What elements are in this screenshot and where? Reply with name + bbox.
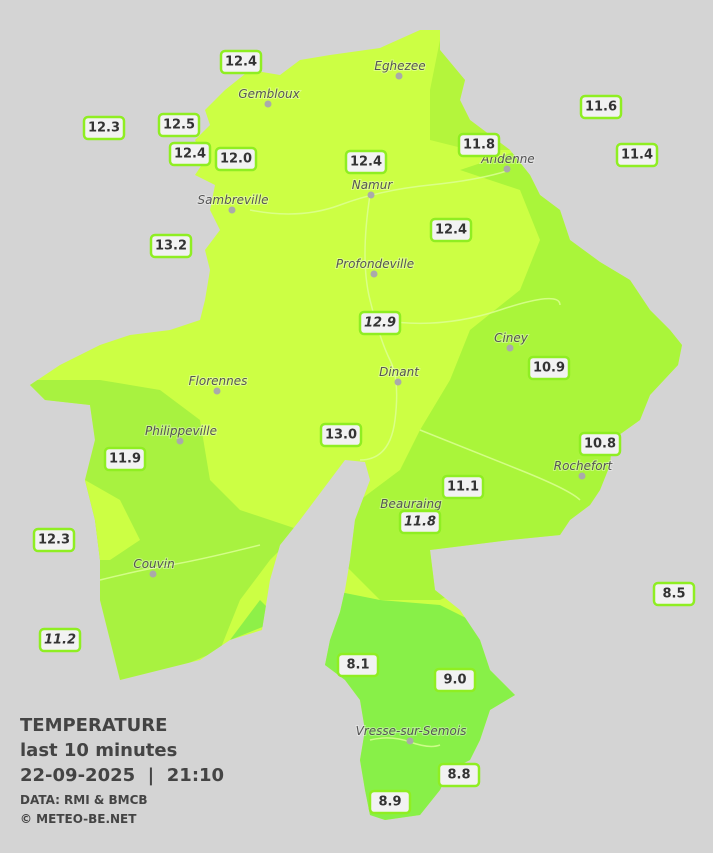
legend-copyright: © METEO-BE.NET bbox=[20, 812, 137, 826]
city-dot bbox=[228, 206, 236, 214]
station-value: 9.0 bbox=[443, 673, 466, 688]
station-value: 12.4 bbox=[174, 147, 206, 162]
station-value: 13.2 bbox=[155, 239, 187, 254]
station-value: 12.3 bbox=[38, 533, 70, 548]
city-dot bbox=[367, 191, 375, 199]
legend-title: TEMPERATURE bbox=[20, 715, 167, 736]
city-layer: EghezeeGemblouxAndenneNamurSambrevillePr… bbox=[132, 58, 615, 745]
station-value: 12.4 bbox=[435, 223, 467, 238]
city-label: Ciney bbox=[494, 331, 529, 345]
station-box bbox=[336, 652, 380, 678]
city-dot bbox=[370, 270, 378, 278]
city-label: Florennes bbox=[189, 374, 248, 388]
legend-period: last 10 minutes bbox=[20, 740, 177, 761]
station-value: 12.0 bbox=[220, 152, 252, 167]
city-label: Eghezee bbox=[374, 59, 425, 73]
city-dot bbox=[394, 378, 402, 386]
station-value: 12.4 bbox=[350, 155, 382, 170]
station-value: 11.2 bbox=[44, 633, 76, 648]
city-dot bbox=[395, 72, 403, 80]
station-value: 12.3 bbox=[88, 121, 120, 136]
station-box bbox=[219, 49, 263, 75]
station-value: 11.8 bbox=[404, 515, 436, 530]
city-label: Namur bbox=[352, 178, 394, 192]
station-box bbox=[652, 581, 696, 607]
city-label: Sambreville bbox=[197, 193, 268, 207]
station-value: 13.0 bbox=[325, 428, 357, 443]
city-label: Rochefort bbox=[554, 459, 614, 473]
city-label: Profondeville bbox=[336, 257, 414, 271]
city-dot bbox=[406, 737, 414, 745]
station-value: 11.8 bbox=[463, 138, 495, 153]
city-dot bbox=[578, 472, 586, 480]
station-box bbox=[103, 446, 147, 472]
station-value: 8.1 bbox=[346, 658, 369, 673]
station-value: 12.4 bbox=[225, 55, 257, 70]
city-label: Dinant bbox=[379, 365, 420, 379]
station-box bbox=[319, 422, 363, 448]
city-dot bbox=[503, 165, 511, 173]
legend-source: DATA: RMI & BMCB bbox=[20, 793, 148, 807]
city-label: Couvin bbox=[133, 557, 174, 571]
station-value: 12.5 bbox=[163, 118, 195, 133]
station-box bbox=[527, 355, 571, 381]
city-label: Beauraing bbox=[380, 497, 442, 511]
city-dot bbox=[213, 387, 221, 395]
station-value: 11.9 bbox=[109, 452, 141, 467]
station-box bbox=[157, 112, 201, 138]
station-box bbox=[38, 627, 82, 653]
station-box bbox=[433, 667, 477, 693]
station-box bbox=[344, 149, 388, 175]
station-box bbox=[214, 146, 258, 172]
city-label: Philippeville bbox=[145, 424, 217, 438]
station-box bbox=[457, 132, 501, 158]
station-box bbox=[441, 474, 485, 500]
city-dot bbox=[264, 100, 272, 108]
station-box bbox=[398, 509, 442, 535]
station-box bbox=[82, 115, 126, 141]
station-value: 11.1 bbox=[447, 480, 479, 495]
station-box bbox=[615, 142, 659, 168]
city-label: Gembloux bbox=[238, 87, 300, 101]
zone-west-pocket bbox=[85, 480, 140, 560]
station-box bbox=[437, 762, 481, 788]
station-value: 8.5 bbox=[662, 587, 685, 602]
city-dot bbox=[506, 344, 514, 352]
legend-datetime: 22-09-2025 | 21:10 bbox=[20, 765, 224, 786]
station-value: 8.9 bbox=[378, 795, 401, 810]
rivers bbox=[99, 169, 581, 748]
station-value: 8.8 bbox=[447, 768, 470, 783]
station-box bbox=[149, 233, 193, 259]
city-dot bbox=[176, 437, 184, 445]
station-layer: 12.4 12.3 12.5 12.4 12.0 12.4 11.8 11.6 11.4 13.2… bbox=[32, 49, 696, 815]
station-value: 12.9 bbox=[364, 316, 396, 331]
station-box bbox=[368, 789, 412, 815]
station-value: 11.6 bbox=[585, 100, 617, 115]
city-dot bbox=[149, 570, 157, 578]
station-value: 10.8 bbox=[584, 437, 616, 452]
city-label: Vresse-sur-Semois bbox=[356, 724, 467, 738]
station-box bbox=[579, 94, 623, 120]
station-value: 11.4 bbox=[621, 148, 653, 163]
legend: TEMPERATURE last 10 minutes 22-09-2025 |… bbox=[20, 715, 224, 826]
station-box bbox=[578, 431, 622, 457]
station-value: 10.9 bbox=[533, 361, 565, 376]
station-box bbox=[32, 527, 76, 553]
station-box bbox=[358, 310, 402, 336]
station-box bbox=[429, 217, 473, 243]
station-box bbox=[168, 141, 212, 167]
